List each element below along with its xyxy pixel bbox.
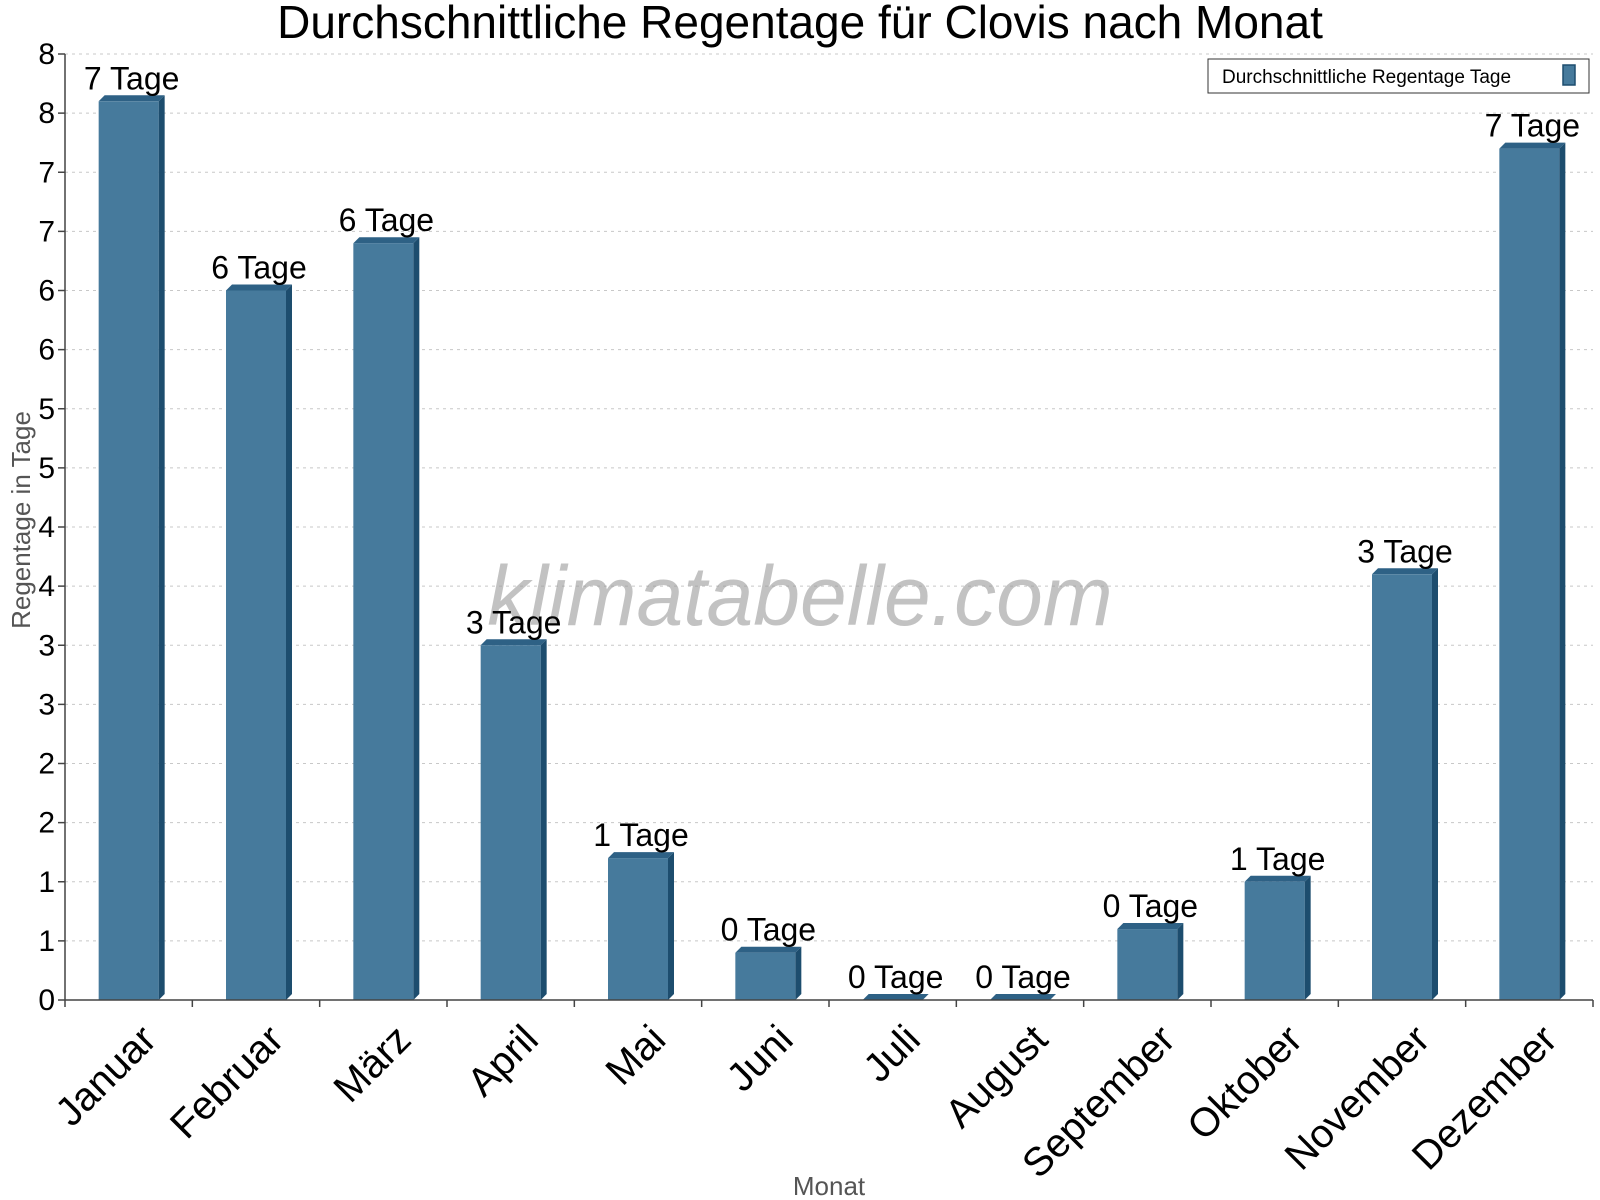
- y-tick-label: 6: [38, 334, 55, 367]
- data-label: 6 Tage: [211, 250, 307, 286]
- data-label: 3 Tage: [1357, 533, 1453, 569]
- bar: [98, 101, 159, 1001]
- data-label: 1 Tage: [593, 817, 689, 853]
- data-label: 0 Tage: [975, 959, 1071, 995]
- bar: [1372, 574, 1432, 1000]
- x-tick-label: Januar: [47, 1017, 165, 1135]
- legend-box: [1207, 58, 1590, 94]
- bar-top: [735, 946, 802, 953]
- bar-side: [1559, 142, 1566, 1001]
- data-label: 0 Tage: [1103, 888, 1199, 924]
- bar-top: [608, 852, 674, 859]
- x-tick-label: Februar: [162, 1017, 292, 1147]
- bar-top: [353, 237, 420, 244]
- y-tick-label: 4: [38, 570, 55, 603]
- x-tick-label: März: [326, 1017, 420, 1111]
- y-tick-label: 4: [38, 511, 55, 544]
- bar-side: [158, 95, 165, 1001]
- x-tick-label: Oktober: [1179, 1017, 1311, 1149]
- bar-side: [668, 852, 674, 1000]
- data-label: 0 Tage: [848, 959, 944, 995]
- data-labels: 7 Tage 6 Tage 6 Tage 3 Tage 1 Tage 0 Tage 0 Ta…: [84, 60, 1580, 995]
- x-tick-label: August: [937, 1017, 1056, 1136]
- y-tick-label: 2: [38, 748, 55, 781]
- y-tick-label: 1: [38, 866, 55, 899]
- bar-top: [1117, 923, 1184, 930]
- y-tick-label: 5: [38, 452, 55, 485]
- y-tick-label: 1: [38, 925, 55, 958]
- bar-side: [795, 946, 802, 1000]
- data-label: 0 Tage: [721, 912, 817, 948]
- y-tick-label: 0: [38, 984, 55, 1017]
- bar-side: [540, 639, 547, 1000]
- y-tick-label: 2: [38, 807, 55, 840]
- y-tick-label: 3: [38, 629, 55, 662]
- bar-top: [1244, 875, 1311, 882]
- y-tick-label: 5: [38, 393, 55, 426]
- bar: [353, 243, 414, 1000]
- watermark: klimatabelle.com: [487, 549, 1113, 643]
- bar: [480, 645, 541, 1000]
- bar-top: [1499, 142, 1566, 149]
- data-label: 7 Tage: [1485, 108, 1581, 144]
- bar-side: [413, 237, 420, 1000]
- bar-top: [1372, 568, 1438, 575]
- bar: [1244, 881, 1305, 1000]
- legend-swatch: [1562, 64, 1576, 86]
- y-tick-label: 7: [38, 215, 55, 248]
- bar: [1117, 929, 1178, 1000]
- bar-side: [286, 284, 292, 1000]
- x-tick-label: Juni: [718, 1017, 801, 1100]
- bar-top: [480, 639, 547, 646]
- bar: [735, 952, 796, 1000]
- bar-side: [1432, 568, 1438, 1000]
- chart-title: Durchschnittliche Regentage für Clovis n…: [277, 0, 1323, 48]
- bars: [98, 95, 1566, 1001]
- y-axis-title: Regentage in Tage: [6, 411, 36, 629]
- legend-label: Durchschnittliche Regentage Tage: [1222, 67, 1511, 88]
- bar-top: [990, 994, 1056, 1000]
- data-label: 7 Tage: [84, 60, 180, 96]
- bar-side: [1177, 923, 1184, 1000]
- data-label: 1 Tage: [1230, 841, 1326, 877]
- y-tick-label: 3: [38, 688, 55, 721]
- bar: [608, 858, 668, 1000]
- y-tick-label: 6: [38, 275, 55, 308]
- x-tick-label: Juli: [855, 1017, 929, 1091]
- bar-top: [862, 994, 929, 1000]
- y-tick-label: 8: [38, 97, 55, 130]
- bar-top: [226, 284, 292, 291]
- bar-top: [98, 95, 165, 102]
- data-label: 6 Tage: [339, 202, 435, 238]
- bar-side: [1304, 875, 1311, 1000]
- y-tick-label: 8: [38, 38, 55, 71]
- bar: [226, 290, 286, 1000]
- grid-lines: [65, 53, 1593, 942]
- bar: [1499, 148, 1560, 1001]
- x-axis-title: Monat: [793, 1171, 866, 1200]
- y-tick-label: 7: [38, 156, 55, 189]
- x-tick-label: April: [459, 1017, 547, 1105]
- legend: Durchschnittliche Regentage Tage: [1207, 58, 1590, 94]
- x-tick-label: Mai: [597, 1017, 674, 1094]
- data-label: 3 Tage: [466, 604, 562, 640]
